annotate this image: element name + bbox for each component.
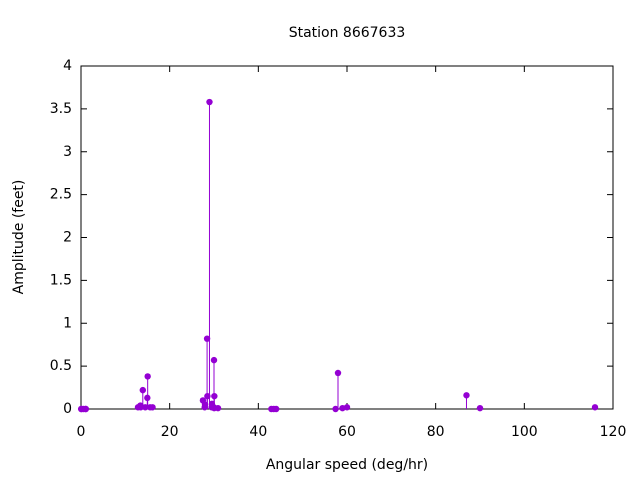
y-tick-label: 1 [63,315,72,331]
stem-point [272,405,280,413]
y-tick-label: 2 [63,230,72,246]
stem-point [211,392,218,400]
x-tick-label: 20 [161,424,179,440]
stem-point [206,98,213,106]
stem-point [144,373,151,380]
y-tick-label: 0.5 [50,358,72,374]
stem-point [463,392,470,399]
stem-point [210,356,218,364]
y-tick-label: 4 [63,58,72,74]
stem-point [476,404,484,412]
stem-point [334,369,342,377]
stem-point [591,404,599,411]
stem-point [149,404,156,411]
x-tick-label: 120 [600,424,627,440]
y-tick-label: 0 [63,401,72,417]
x-tick-label: 80 [427,424,445,440]
stem-point [343,404,351,411]
x-tick-label: 0 [77,424,86,440]
stem-point [203,335,211,342]
x-tick-label: 60 [338,424,356,440]
x-tick-label: 40 [249,424,267,440]
chart-title: Station 8667633 [289,25,406,41]
x-tick-label: 100 [511,424,538,440]
x-axis-label: Angular speed (deg/hr) [266,457,428,473]
y-tick-label: 3 [63,144,72,160]
stem-point [332,405,339,413]
stem-point [214,404,222,412]
y-tick-label: 2.5 [50,187,72,203]
stem-point [82,405,90,413]
y-tick-label: 3.5 [50,101,72,117]
y-axis-label: Amplitude (feet) [11,180,27,295]
y-tick-label: 1.5 [50,272,72,288]
stem-point [139,386,147,394]
plot-frame [80,65,614,410]
